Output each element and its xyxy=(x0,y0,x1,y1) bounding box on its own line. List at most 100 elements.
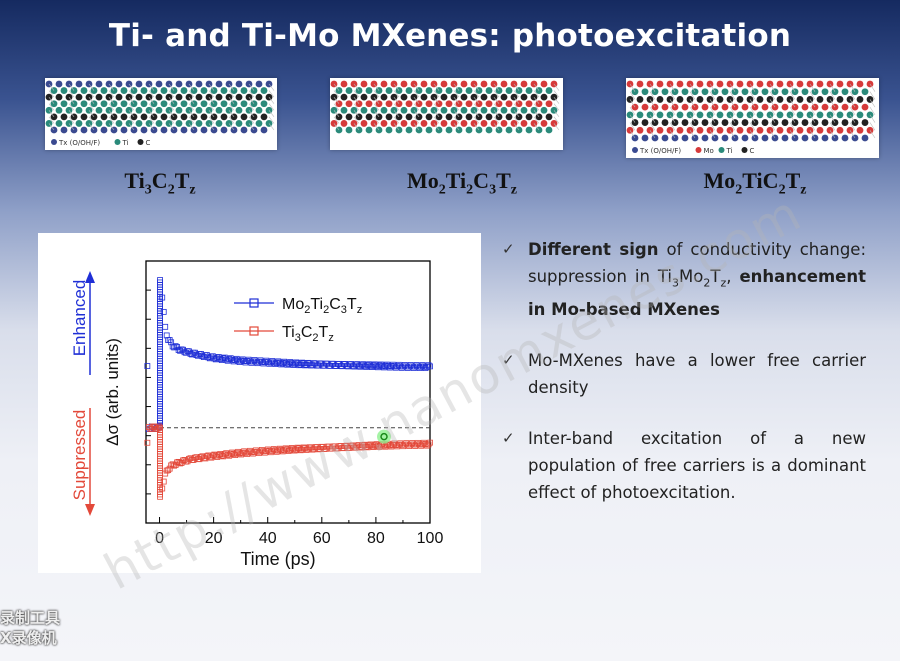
bond-line xyxy=(413,110,420,118)
legend-dot xyxy=(137,139,144,145)
atom-dot xyxy=(836,96,844,103)
data-point xyxy=(257,448,264,455)
data-point xyxy=(145,424,152,430)
atom-dot xyxy=(796,126,804,134)
atom-dot xyxy=(465,113,473,121)
atom-dot xyxy=(195,120,203,127)
checkmark-icon: ✓ xyxy=(502,240,515,258)
bond-line xyxy=(709,114,716,123)
bond-line xyxy=(108,90,115,98)
atom-dot xyxy=(190,100,198,108)
atom-dot xyxy=(866,96,874,103)
atom-dot xyxy=(240,100,248,108)
bond-line xyxy=(268,123,275,131)
atom-dot xyxy=(776,96,784,103)
atom-dot xyxy=(160,113,168,121)
atom-dot xyxy=(821,134,829,142)
x-tick-label: 60 xyxy=(313,530,331,547)
atom-dot xyxy=(656,126,664,134)
atom-dot xyxy=(445,126,453,134)
atom-dot xyxy=(826,111,834,119)
data-point xyxy=(166,465,173,472)
atom-dot xyxy=(500,106,508,114)
atom-dot xyxy=(80,87,88,94)
bond-line xyxy=(689,130,696,139)
data-point xyxy=(267,359,274,366)
data-point xyxy=(151,424,158,430)
atom-dot xyxy=(761,119,769,126)
data-point xyxy=(269,447,276,454)
data-point xyxy=(267,449,274,456)
bond-line xyxy=(333,83,340,91)
atom-dot xyxy=(250,87,258,94)
data-point xyxy=(169,461,176,468)
atom-dot xyxy=(75,120,83,127)
atom-dot xyxy=(55,106,63,114)
atom-dot xyxy=(716,96,724,103)
atom-dot xyxy=(170,87,178,94)
atom-dot xyxy=(130,87,138,94)
data-point xyxy=(220,453,227,460)
atom-dot xyxy=(661,88,669,96)
atom-dot xyxy=(691,88,699,96)
atom-dot xyxy=(340,93,348,101)
atom-dot xyxy=(786,126,794,134)
bond-line xyxy=(689,122,696,131)
atom-dot xyxy=(490,120,498,127)
data-point xyxy=(315,362,322,369)
data-point xyxy=(395,361,402,368)
legend-dot xyxy=(51,139,57,145)
bond-line xyxy=(829,83,836,92)
bond-line xyxy=(533,96,540,104)
bond-line xyxy=(48,123,55,131)
data-point xyxy=(193,454,200,461)
atom-dot xyxy=(400,80,408,88)
data-point xyxy=(203,453,210,460)
atom-dot xyxy=(500,80,508,88)
atom-dot xyxy=(445,87,453,94)
bond-line xyxy=(869,130,876,139)
data-point xyxy=(404,365,411,371)
data-point xyxy=(175,458,182,465)
atom-dot xyxy=(465,126,473,134)
atom-dot xyxy=(65,120,73,127)
atom-dot xyxy=(540,106,548,114)
bond-line xyxy=(88,123,95,131)
data-point xyxy=(427,363,433,370)
atom-dot xyxy=(726,111,734,119)
legend-text: Tx (O/OH/F) xyxy=(58,139,100,147)
data-point xyxy=(424,442,430,449)
atom-dot xyxy=(100,113,108,121)
bond-line xyxy=(493,90,500,98)
bond-line xyxy=(493,103,500,111)
checkmark-icon: ✓ xyxy=(502,429,515,448)
data-point xyxy=(157,493,163,500)
atom-dot xyxy=(841,134,849,142)
data-point xyxy=(261,359,268,366)
atom-dot xyxy=(355,87,363,94)
data-point xyxy=(264,359,271,365)
bond-line xyxy=(769,114,776,123)
data-point xyxy=(154,425,161,432)
bond-line xyxy=(168,83,175,91)
lattice-legend: Tx (O/OH/F) Mo Ti C xyxy=(632,147,755,155)
atom-dot xyxy=(801,119,809,126)
atom-dot xyxy=(836,126,844,134)
atom-dot xyxy=(80,113,88,121)
bond-line xyxy=(789,83,796,92)
atom-dot xyxy=(90,100,98,108)
bond-line xyxy=(513,116,520,124)
atom-dot xyxy=(636,111,644,119)
data-point xyxy=(293,446,300,453)
bond-line xyxy=(669,99,676,108)
atom-dot xyxy=(340,106,348,114)
data-point xyxy=(156,423,163,430)
data-point xyxy=(192,454,198,461)
data-point xyxy=(325,443,332,450)
bond-line xyxy=(769,99,776,108)
atom-dot xyxy=(626,111,634,119)
data-point xyxy=(199,353,206,360)
data-point xyxy=(269,358,276,364)
bond-line xyxy=(268,116,275,124)
data-point xyxy=(407,362,414,368)
